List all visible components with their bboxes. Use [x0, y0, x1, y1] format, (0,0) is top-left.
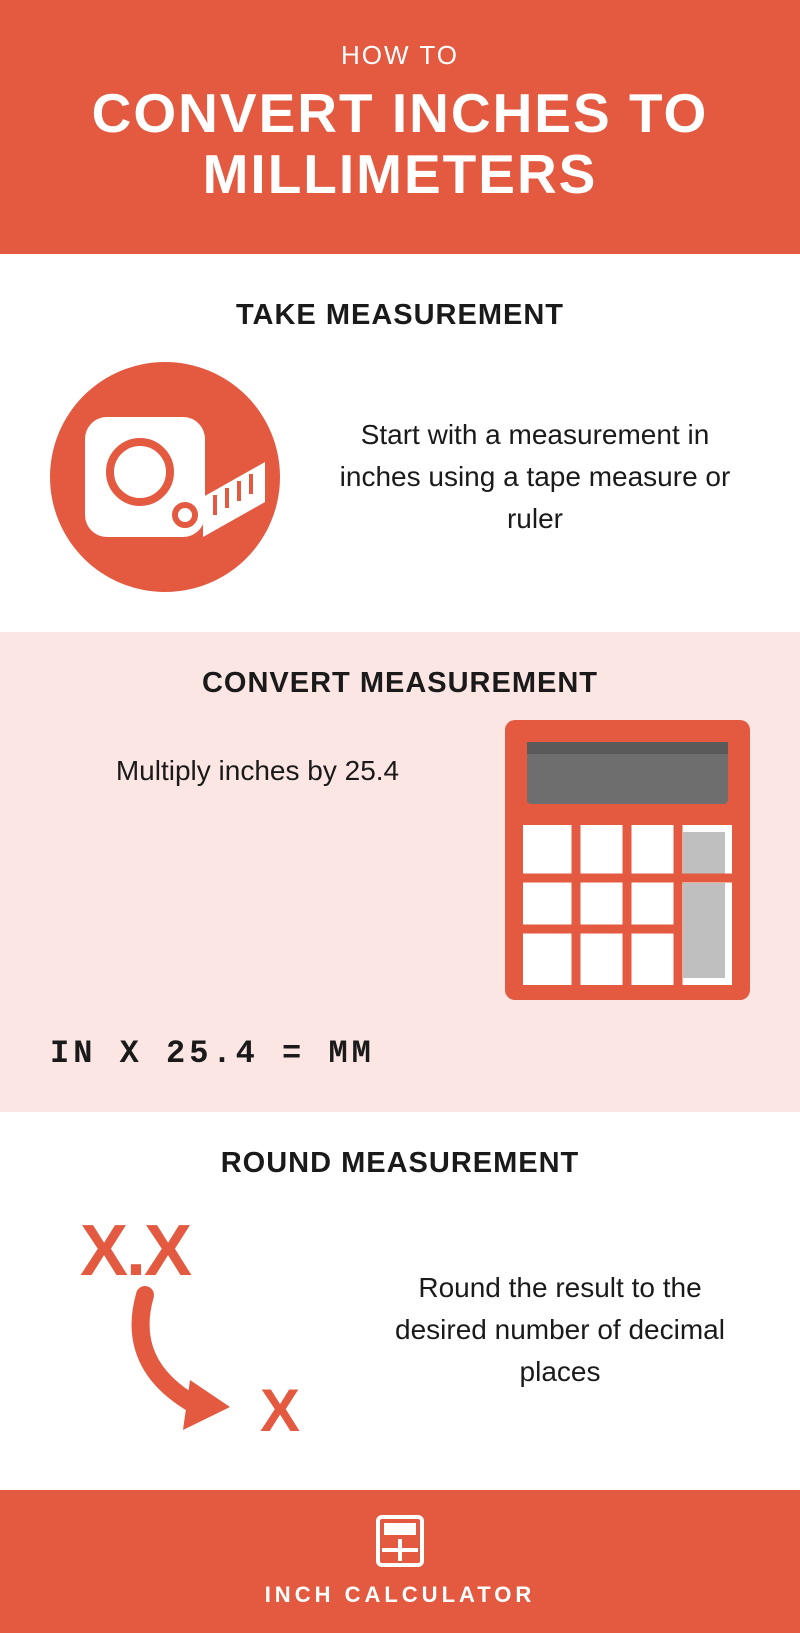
header: HOW TO CONVERT INCHES TO MILLIMETERS	[0, 0, 800, 264]
round-arrow-icon: X.X X	[50, 1210, 330, 1450]
round-to-value: X	[260, 1376, 300, 1445]
section-title: TAKE MEASUREMENT	[50, 299, 750, 332]
section-text: Multiply inches by 25.4	[50, 720, 465, 792]
header-subtitle: HOW TO	[30, 40, 770, 71]
section-title: CONVERT MEASUREMENT	[50, 667, 750, 700]
footer-label: INCH CALCULATOR	[25, 1582, 775, 1608]
formula-text: IN X 25.4 = MM	[50, 1035, 750, 1072]
header-title: CONVERT INCHES TO MILLIMETERS	[30, 83, 770, 204]
section-round-measurement: ROUND MEASUREMENT X.X X Round the result…	[0, 1112, 800, 1490]
section-take-measurement: TAKE MEASUREMENT Start with a meas	[0, 264, 800, 632]
section-title: ROUND MEASUREMENT	[50, 1147, 750, 1180]
tape-measure-icon	[50, 362, 280, 592]
calculator-small-icon	[376, 1515, 424, 1572]
section-convert-measurement: CONVERT MEASUREMENT Multiply inches by 2…	[0, 632, 800, 1112]
calculator-icon	[505, 720, 750, 1000]
footer: INCH CALCULATOR	[0, 1490, 800, 1633]
section-text: Round the result to the desired number o…	[370, 1267, 750, 1393]
round-from-value: X.X	[80, 1210, 190, 1292]
section-text: Start with a measurement in inches using…	[320, 414, 750, 540]
